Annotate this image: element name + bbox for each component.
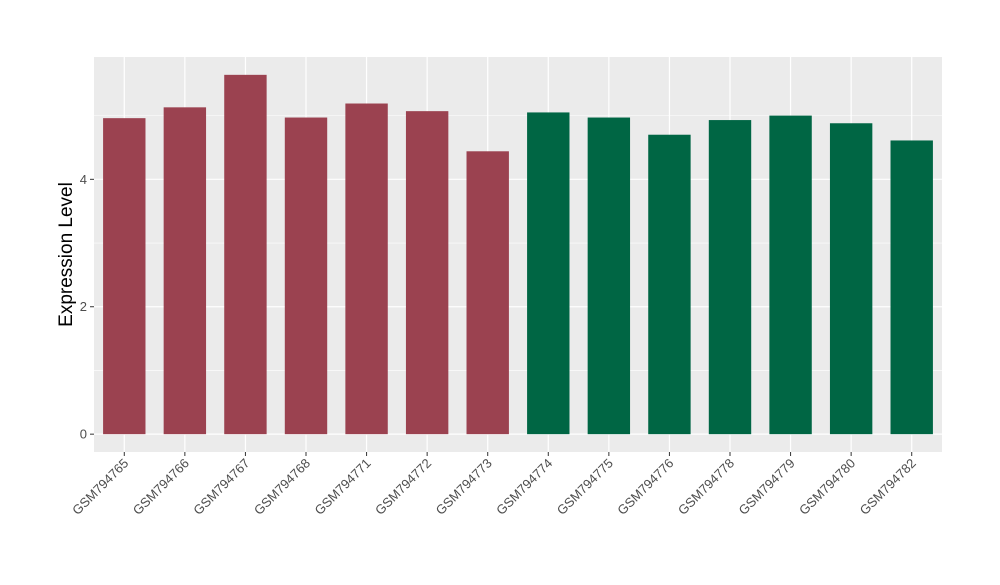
- bar-GSM794775: [587, 117, 631, 435]
- x-tick-label: GSM794772: [372, 456, 434, 518]
- y-axis: 0 2 4: [80, 172, 94, 442]
- bar-GSM794767: [224, 74, 267, 435]
- bar-GSM794772: [405, 111, 449, 435]
- bar-GSM794768: [284, 117, 328, 435]
- x-tick-label: GSM794773: [433, 456, 495, 518]
- x-tick-label: GSM794774: [493, 456, 555, 518]
- bar-GSM794765: [103, 118, 146, 435]
- bar-GSM794774: [527, 112, 570, 435]
- bar-GSM794766: [163, 107, 207, 435]
- y-tick-label: 4: [80, 172, 87, 187]
- y-tick-label: 2: [80, 299, 87, 314]
- bar-GSM794776: [648, 134, 691, 435]
- bar-GSM794771: [345, 103, 388, 435]
- bar-GSM794778: [708, 120, 752, 435]
- x-tick-label: GSM794776: [614, 456, 676, 518]
- bar-GSM794782: [890, 140, 933, 435]
- bar-GSM794773: [466, 151, 509, 435]
- bar-GSM794780: [829, 123, 873, 435]
- x-tick-label: GSM794779: [735, 456, 797, 518]
- x-tick-label: GSM794775: [554, 456, 616, 518]
- x-tick-label: GSM794765: [69, 456, 131, 518]
- x-tick-label: GSM794766: [130, 456, 192, 518]
- y-tick-label: 0: [80, 427, 87, 442]
- x-tick-label: GSM794782: [857, 456, 919, 518]
- y-axis-label: Expression Level: [56, 182, 77, 327]
- x-tick-label: GSM794778: [675, 456, 737, 518]
- plot-panel: [94, 57, 942, 452]
- x-tick-label: GSM794780: [796, 456, 858, 518]
- x-tick-label: GSM794771: [311, 456, 373, 518]
- x-tick-label: GSM794767: [190, 456, 252, 518]
- x-axis: GSM794765GSM794766GSM794767GSM794768GSM7…: [69, 452, 919, 518]
- bars: [103, 74, 933, 435]
- bar-GSM794779: [769, 115, 812, 435]
- x-tick-label: GSM794768: [251, 456, 313, 518]
